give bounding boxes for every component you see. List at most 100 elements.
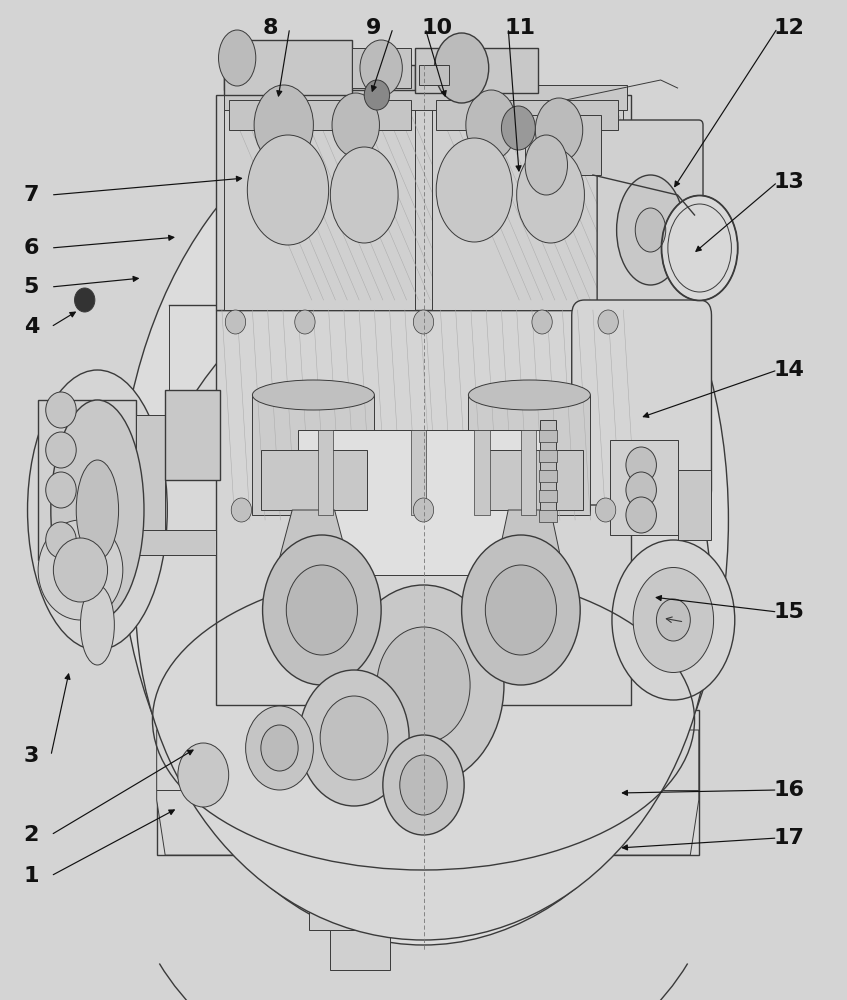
Ellipse shape — [51, 400, 144, 620]
Text: 4: 4 — [24, 317, 39, 337]
Bar — [261, 450, 367, 510]
Ellipse shape — [225, 310, 246, 334]
Text: 14: 14 — [774, 360, 805, 380]
Bar — [131, 530, 216, 555]
Ellipse shape — [252, 380, 374, 410]
Polygon shape — [491, 510, 567, 590]
Polygon shape — [678, 470, 711, 540]
Ellipse shape — [468, 380, 590, 410]
Ellipse shape — [254, 85, 313, 165]
Ellipse shape — [343, 585, 504, 785]
Ellipse shape — [435, 33, 489, 103]
Ellipse shape — [617, 175, 684, 285]
Bar — [224, 85, 627, 110]
Text: 10: 10 — [421, 18, 452, 38]
Ellipse shape — [80, 585, 114, 665]
Text: 7: 7 — [24, 185, 39, 205]
Bar — [436, 100, 618, 130]
Ellipse shape — [75, 288, 95, 312]
Bar — [468, 395, 590, 515]
Ellipse shape — [46, 432, 76, 468]
Ellipse shape — [263, 535, 381, 685]
Ellipse shape — [286, 565, 357, 655]
Ellipse shape — [46, 472, 76, 508]
Ellipse shape — [662, 196, 738, 300]
Bar — [539, 430, 557, 442]
FancyBboxPatch shape — [597, 120, 703, 325]
Text: 13: 13 — [774, 172, 805, 192]
Ellipse shape — [231, 498, 252, 522]
Bar — [229, 100, 411, 130]
Ellipse shape — [595, 498, 616, 522]
Ellipse shape — [46, 522, 76, 558]
Ellipse shape — [360, 40, 402, 96]
Bar — [224, 65, 415, 90]
Ellipse shape — [525, 135, 567, 195]
Ellipse shape — [626, 497, 656, 533]
Text: 12: 12 — [774, 18, 805, 38]
Text: 8: 8 — [263, 18, 278, 38]
Bar — [224, 40, 352, 95]
Text: 11: 11 — [504, 18, 535, 38]
Text: 15: 15 — [774, 602, 805, 622]
Ellipse shape — [261, 725, 298, 771]
Ellipse shape — [383, 735, 464, 835]
Polygon shape — [432, 95, 623, 310]
Bar — [157, 710, 699, 855]
Ellipse shape — [501, 106, 535, 150]
Ellipse shape — [436, 138, 512, 242]
Ellipse shape — [634, 568, 713, 672]
Bar — [216, 95, 631, 310]
Bar — [477, 450, 583, 510]
Bar — [411, 430, 426, 515]
Ellipse shape — [27, 370, 168, 650]
Bar — [539, 490, 557, 502]
Ellipse shape — [53, 538, 108, 602]
Ellipse shape — [364, 80, 390, 110]
Text: 5: 5 — [24, 277, 39, 297]
Ellipse shape — [46, 392, 76, 428]
Text: 16: 16 — [773, 780, 805, 800]
Ellipse shape — [295, 310, 315, 334]
Ellipse shape — [332, 93, 379, 157]
Bar — [610, 440, 678, 535]
Ellipse shape — [330, 147, 398, 243]
Bar — [415, 48, 538, 93]
Bar — [298, 430, 552, 575]
Bar — [352, 48, 411, 88]
Bar — [330, 930, 390, 970]
Ellipse shape — [400, 755, 447, 815]
Bar — [539, 450, 557, 462]
Bar — [318, 430, 333, 515]
Bar — [136, 415, 165, 545]
Bar — [165, 390, 220, 480]
Ellipse shape — [377, 627, 470, 743]
Ellipse shape — [246, 706, 313, 790]
Ellipse shape — [178, 743, 229, 807]
Bar — [540, 420, 556, 520]
Bar — [216, 310, 631, 705]
Ellipse shape — [247, 135, 329, 245]
Bar — [521, 430, 536, 515]
Ellipse shape — [532, 310, 552, 334]
Text: 3: 3 — [24, 746, 39, 766]
Ellipse shape — [466, 90, 517, 160]
Text: 6: 6 — [24, 238, 39, 258]
Ellipse shape — [413, 310, 434, 334]
Ellipse shape — [119, 95, 728, 945]
Text: 9: 9 — [366, 18, 381, 38]
Polygon shape — [157, 730, 699, 855]
Ellipse shape — [598, 310, 618, 334]
Ellipse shape — [535, 98, 583, 162]
Ellipse shape — [462, 535, 580, 685]
Ellipse shape — [299, 670, 409, 806]
Ellipse shape — [626, 447, 656, 483]
Bar — [525, 115, 601, 175]
Ellipse shape — [38, 520, 123, 620]
Ellipse shape — [320, 696, 388, 780]
Ellipse shape — [136, 260, 711, 940]
Text: 17: 17 — [773, 828, 805, 848]
Ellipse shape — [517, 147, 584, 243]
Text: 2: 2 — [24, 825, 39, 845]
Ellipse shape — [219, 30, 256, 86]
